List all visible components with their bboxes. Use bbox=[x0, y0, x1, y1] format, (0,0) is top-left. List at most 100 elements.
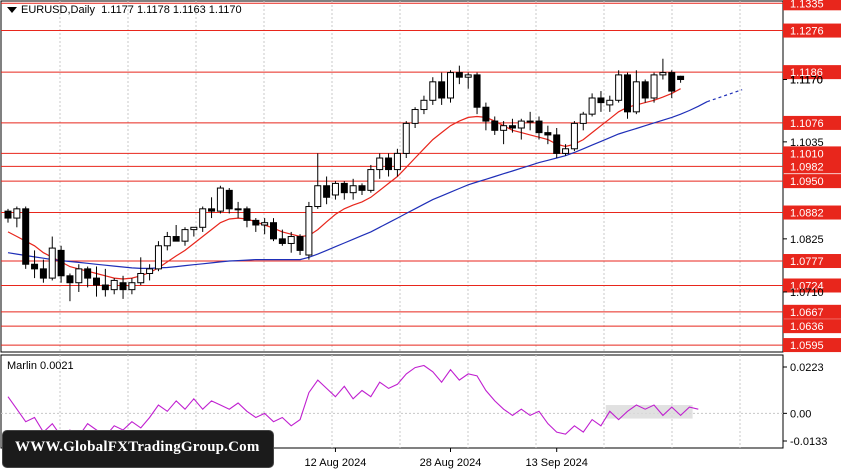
x-axis-label: 13 Sep 2024 bbox=[526, 457, 588, 469]
level-tag-label: 1.0777 bbox=[790, 256, 824, 268]
osc-axis-label: 0.00 bbox=[790, 408, 811, 420]
candle-bull bbox=[128, 282, 136, 291]
candle-bear bbox=[641, 81, 649, 99]
candle-bull bbox=[190, 226, 198, 231]
candle-bull bbox=[447, 72, 454, 99]
osc-axis-label: -0.0133 bbox=[790, 436, 827, 448]
candle-bear bbox=[597, 97, 605, 104]
axis-label: 1.1035 bbox=[790, 137, 824, 149]
candle-bear bbox=[93, 277, 100, 286]
candle-bear bbox=[22, 208, 30, 265]
dropdown-triangle-icon[interactable] bbox=[7, 7, 17, 14]
candle-bull bbox=[216, 187, 224, 212]
axis-label: 1.1170 bbox=[790, 75, 823, 87]
candle-bull bbox=[570, 122, 578, 150]
candle-bull bbox=[393, 152, 401, 171]
osc-axis-label: 0.0223 bbox=[790, 362, 824, 374]
candle-bear bbox=[172, 236, 180, 242]
high-value: 1.1178 bbox=[136, 4, 170, 16]
level-tag bbox=[783, 0, 841, 11]
candle-bear bbox=[473, 74, 481, 108]
level-tag-label: 1.1010 bbox=[790, 148, 824, 160]
level-tag bbox=[783, 205, 841, 220]
current-price-label: 1.1170 bbox=[790, 75, 823, 87]
candle-bear bbox=[508, 125, 516, 129]
candle-bear bbox=[553, 134, 561, 154]
symbol-header: EURUSD,Daily 1.1177 1.1178 1.1163 1.1170 bbox=[7, 4, 242, 16]
candle-bear bbox=[39, 268, 47, 279]
candle-bear bbox=[491, 120, 499, 131]
level-tag-label: 1.0595 bbox=[790, 340, 824, 352]
candle-bull bbox=[48, 247, 56, 279]
axis-label: 1.0825 bbox=[790, 234, 824, 246]
candle-bull bbox=[287, 236, 295, 244]
open-value: 1.1177 bbox=[101, 4, 134, 16]
candle-bull bbox=[154, 245, 162, 270]
candle-bear bbox=[323, 185, 331, 198]
watermark-banner: WWW.GlobalFXTradingGroup.Com bbox=[3, 431, 273, 467]
candle-bear bbox=[624, 74, 631, 113]
candle-bull bbox=[562, 148, 570, 154]
level-tag bbox=[783, 304, 841, 319]
candle-bear bbox=[119, 282, 127, 291]
candle-bull bbox=[411, 109, 419, 124]
level-tag-label: 1.0882 bbox=[790, 208, 824, 220]
axis-label: 1.0710 bbox=[790, 287, 824, 299]
candle-bull bbox=[579, 113, 587, 124]
candle-bear bbox=[535, 120, 543, 134]
candle-bull bbox=[367, 169, 375, 191]
candle-bull bbox=[376, 157, 384, 171]
level-tag bbox=[783, 278, 841, 293]
indicator-label: Marlin 0.0021 bbox=[7, 360, 74, 372]
candle-bear bbox=[243, 208, 251, 221]
candle-bull bbox=[146, 268, 154, 274]
candle-bear bbox=[296, 236, 304, 251]
candle-bear bbox=[385, 157, 393, 171]
level-tag-label: 1.1276 bbox=[790, 26, 824, 38]
candle-bull bbox=[632, 81, 640, 113]
candle-bull bbox=[110, 279, 118, 291]
candle-bear bbox=[4, 210, 12, 219]
level-tag-label: 1.0667 bbox=[790, 307, 824, 319]
candle-bear bbox=[544, 132, 552, 136]
oscillator-line bbox=[7, 364, 699, 437]
low-value: 1.1163 bbox=[172, 4, 206, 16]
candle-bear bbox=[31, 263, 39, 270]
candle-bear bbox=[438, 81, 446, 99]
ma-red-line bbox=[7, 88, 681, 280]
candle-bull bbox=[402, 122, 410, 154]
candle-bull bbox=[464, 74, 472, 78]
candle-bull bbox=[349, 185, 357, 194]
level-tag-label: 1.1335 bbox=[790, 0, 824, 10]
candle-bear bbox=[252, 219, 260, 226]
candle-bull bbox=[588, 97, 596, 115]
candle-bull bbox=[331, 182, 339, 196]
candle-bull bbox=[234, 208, 242, 211]
ma-blue-projection bbox=[706, 89, 743, 103]
candle-bull bbox=[659, 72, 667, 76]
candle-bear bbox=[84, 268, 92, 279]
ma-blue-line bbox=[7, 101, 708, 269]
level-tag bbox=[783, 338, 841, 353]
candle-bull bbox=[163, 236, 171, 247]
candle-bull bbox=[420, 99, 428, 111]
level-tag-label: 1.1076 bbox=[790, 118, 824, 130]
candle-bull bbox=[75, 268, 83, 284]
candle-bear bbox=[101, 284, 109, 291]
level-tag bbox=[783, 174, 841, 189]
level-tag-label: 1.0982 bbox=[790, 161, 824, 173]
level-tag bbox=[783, 115, 841, 130]
level-tag bbox=[783, 159, 841, 174]
candle-bull bbox=[650, 74, 658, 99]
candle-bear bbox=[270, 222, 277, 240]
candle-bull bbox=[526, 120, 534, 123]
candle-bull bbox=[305, 206, 313, 256]
candle-bull bbox=[137, 272, 145, 284]
candle-bull bbox=[615, 74, 623, 101]
level-tag-label: 1.0950 bbox=[790, 176, 824, 188]
candle-bear bbox=[340, 182, 348, 194]
candle-bear bbox=[358, 185, 366, 191]
level-tag bbox=[783, 146, 841, 161]
candle-bear bbox=[208, 208, 216, 212]
